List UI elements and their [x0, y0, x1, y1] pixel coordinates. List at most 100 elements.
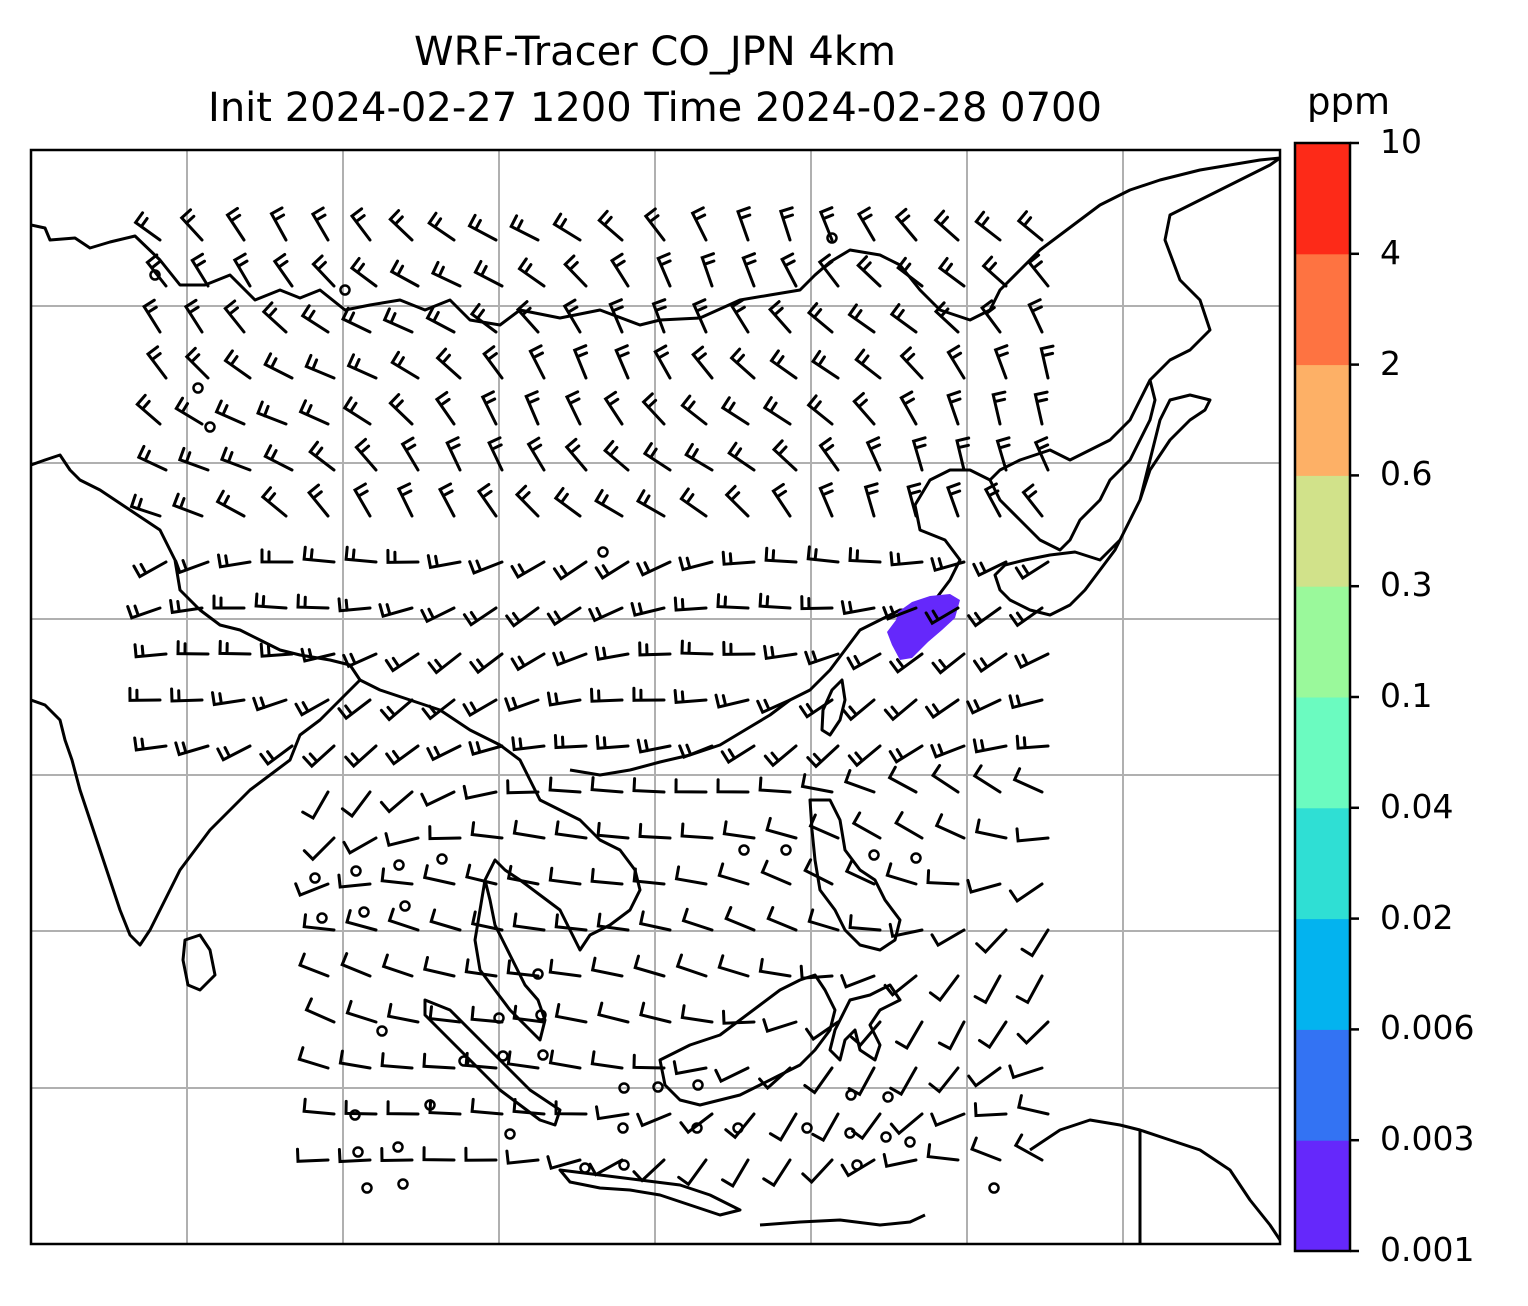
- wind-barb: [437, 482, 456, 518]
- wind-barb: [933, 301, 960, 334]
- calm-wind-marker: [497, 1050, 509, 1062]
- calm-wind-marker: [537, 1049, 549, 1061]
- wind-barb: [385, 744, 420, 766]
- wind-barb: [966, 878, 1002, 894]
- wind-barb: [674, 865, 708, 886]
- wind-barb: [933, 209, 960, 242]
- wind-barb: [174, 559, 210, 575]
- wind-barb: [169, 599, 204, 615]
- wind-barb: [807, 908, 840, 932]
- wind-barb: [428, 1005, 462, 1024]
- wind-barb: [133, 643, 168, 659]
- wind-barb: [473, 260, 504, 288]
- wind-barb: [510, 560, 546, 579]
- wind-barb: [798, 698, 834, 719]
- wind-barb: [882, 605, 918, 621]
- wind-barb: [771, 439, 798, 472]
- wind-barb: [602, 440, 630, 472]
- calm-wind-marker: [358, 906, 370, 918]
- wind-barb: [298, 952, 330, 978]
- wind-barb: [851, 811, 882, 840]
- wind-barb: [974, 210, 1002, 242]
- wind-barb: [340, 306, 372, 334]
- wind-barb: [345, 909, 378, 932]
- wind-barb: [548, 866, 582, 886]
- colorbar-unit-label: ppm: [1307, 80, 1391, 123]
- wind-barb: [310, 206, 330, 242]
- calm-wind-marker: [844, 1127, 856, 1139]
- wind-barb: [847, 303, 876, 334]
- wind-barb: [482, 345, 504, 380]
- wind-barb: [925, 698, 960, 720]
- wind-barb: [993, 344, 1009, 380]
- wind-barb: [691, 298, 708, 334]
- wind-barb: [887, 765, 918, 794]
- wind-barb: [883, 974, 918, 997]
- wind-barb: [1013, 1133, 1044, 1162]
- wind-barb: [714, 1066, 750, 1084]
- wind-barb: [930, 557, 966, 573]
- wind-barb: [967, 606, 1002, 628]
- wind-barb: [588, 1158, 624, 1177]
- wind-barb: [597, 209, 624, 242]
- wind-barb: [464, 958, 498, 978]
- map-title-line2: Init 2024-02-27 1200 Time 2024-02-28 070…: [208, 85, 1102, 131]
- calm-wind-marker: [880, 1131, 892, 1143]
- wind-barb: [721, 1158, 750, 1188]
- wind-barb: [638, 910, 672, 932]
- wind-barb: [762, 396, 792, 426]
- wind-barb: [380, 1147, 414, 1163]
- wind-barb: [1021, 483, 1044, 518]
- wind-barb: [911, 436, 927, 472]
- wind-barb: [430, 260, 462, 288]
- wind-barb: [572, 344, 589, 380]
- wind-barb: [468, 559, 504, 575]
- wind-barb: [272, 253, 294, 288]
- wind-barb: [800, 773, 834, 794]
- wind-barb: [129, 493, 162, 518]
- wind-barb: [758, 776, 792, 794]
- wind-barb: [843, 769, 876, 794]
- wind-barb: [758, 957, 792, 978]
- wind-barb: [1012, 767, 1044, 794]
- wind-barb: [352, 482, 372, 518]
- wind-barb: [979, 299, 1002, 334]
- wind-barb: [926, 1143, 960, 1162]
- wind-barb: [184, 346, 210, 380]
- wind-barb: [928, 974, 960, 1003]
- colorbar-segment: [1295, 697, 1350, 809]
- wind-barb: [1008, 882, 1044, 903]
- wind-barb: [970, 1136, 1002, 1162]
- wind-barb: [517, 257, 546, 288]
- wind-barb: [806, 394, 834, 426]
- wind-barb: [672, 1060, 708, 1076]
- calm-wind-marker: [424, 1099, 436, 1111]
- wind-barb: [133, 736, 168, 752]
- wind-barb: [924, 606, 960, 626]
- wind-barb: [1039, 344, 1055, 380]
- wind-barb: [126, 604, 162, 620]
- wind-barb: [895, 1020, 924, 1050]
- wind-barb: [1027, 253, 1050, 288]
- wind-barb: [608, 298, 624, 334]
- wind-barb: [727, 441, 756, 472]
- wind-barb: [514, 484, 540, 518]
- wind-barb: [931, 652, 966, 675]
- wind-barb: [263, 444, 294, 472]
- wind-barb: [642, 442, 672, 472]
- wind-barb: [464, 1146, 498, 1162]
- wind-barb: [211, 691, 246, 707]
- wind-barb: [801, 1158, 834, 1185]
- wind-barb: [883, 698, 918, 722]
- wind-barb: [469, 652, 504, 675]
- wind-barb: [714, 693, 750, 709]
- wind-barb: [136, 444, 168, 472]
- wind-barb: [638, 822, 672, 840]
- wind-barb: [218, 639, 252, 656]
- wind-barb: [760, 859, 792, 886]
- wind-barb: [386, 1002, 420, 1024]
- wind-barb: [630, 602, 666, 617]
- wind-barb: [651, 298, 667, 334]
- wind-barb: [225, 206, 246, 242]
- wind-barb: [512, 1098, 546, 1116]
